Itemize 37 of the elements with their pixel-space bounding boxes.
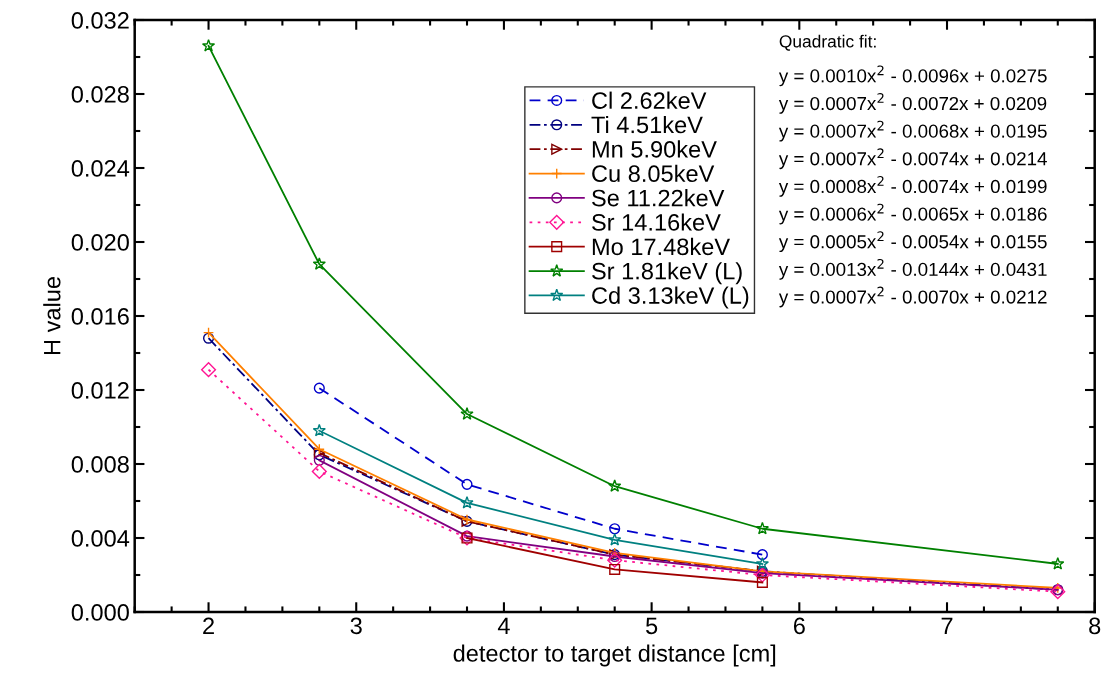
x-tick-label: 4	[497, 617, 510, 634]
y-tick-label: 0.012	[71, 382, 129, 399]
x-tick-label: 3	[350, 617, 362, 635]
x-tick-label: 8	[1089, 617, 1101, 635]
legend-label: Se 11.22keV	[592, 189, 725, 207]
legend-label: Cl 2.62keV	[592, 91, 707, 109]
y-axis-title: H value	[43, 277, 61, 355]
annotation: y = 0.0013x$^{2}$ - 0.0144x + 0.0431	[778, 258, 1047, 280]
y-tick-label: 0.008	[71, 456, 129, 473]
y-tick-label: 0.004	[71, 530, 130, 547]
legend-label: Mo 17.48keV	[592, 237, 730, 256]
legend-label: Sr 14.16keV	[592, 213, 721, 231]
x-tick-label: 2	[203, 617, 214, 634]
legend-label: Mn 5.90keV	[592, 140, 717, 158]
x-axis-title: detector to target distance [cm]	[453, 644, 776, 667]
y-tick-label: 0.020	[71, 234, 129, 251]
x-tick-label: 7	[941, 617, 953, 634]
annotation: y = 0.0007x$^{2}$ - 0.0074x + 0.0214	[778, 148, 1047, 170]
annotation: Quadratic fit:	[779, 34, 876, 51]
legend-label: Cd 3.13keV (L)	[592, 286, 749, 309]
y-tick-label: 0.032	[71, 12, 129, 29]
annotation: y = 0.0010x$^{2}$ - 0.0096x + 0.0275	[778, 65, 1047, 87]
y-tick-label: 0.024	[71, 160, 130, 177]
legend-label: Ti 4.51keV	[591, 115, 703, 134]
annotation: y = 0.0007x$^{2}$ - 0.0070x + 0.0212	[778, 286, 1047, 308]
y-tick-label: 0.016	[71, 308, 129, 325]
annotation: y = 0.0007x$^{2}$ - 0.0068x + 0.0195	[778, 120, 1047, 142]
annotation: y = 0.0008x$^{2}$ - 0.0074x + 0.0199	[778, 175, 1047, 197]
y-tick-label: 0.000	[71, 604, 129, 621]
annotation: y = 0.0006x$^{2}$ - 0.0065x + 0.0186	[778, 203, 1047, 225]
annotation: y = 0.0005x$^{2}$ - 0.0054x + 0.0155	[778, 231, 1047, 253]
annotation: y = 0.0007x$^{2}$ - 0.0072x + 0.0209	[778, 93, 1047, 114]
y-tick-label: 0.028	[71, 86, 129, 103]
legend-label: Cu 8.05keV	[592, 164, 715, 183]
x-tick-label: 6	[793, 617, 805, 635]
x-tick-label: 5	[646, 617, 658, 635]
legend-label: Sr 1.81keV (L)	[592, 262, 742, 285]
